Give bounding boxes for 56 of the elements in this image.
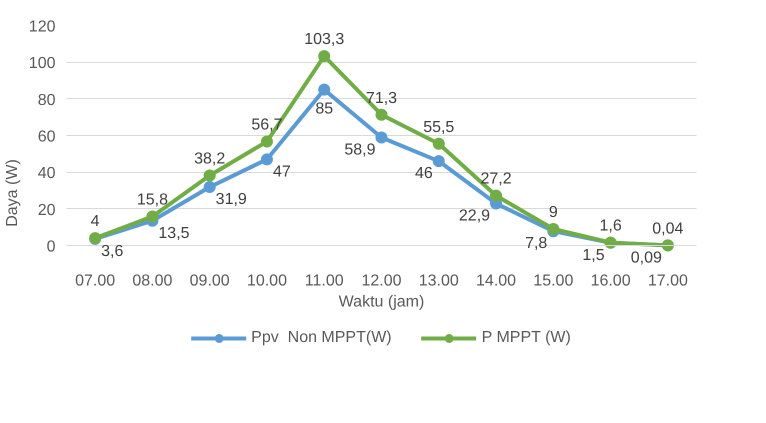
x-tick-label: 13.00	[418, 272, 459, 290]
y-tick-label: 100	[28, 55, 56, 72]
x-tick-label: 09.00	[190, 272, 230, 290]
data-label: 55,5	[423, 118, 454, 136]
data-label: 46	[414, 165, 433, 182]
y-tick-label: 0	[46, 238, 56, 256]
point	[318, 50, 330, 62]
data-label: 0,09	[630, 249, 662, 266]
data-label: 27,2	[480, 170, 512, 188]
x-tick-label: 07.00	[75, 272, 116, 290]
point	[260, 136, 273, 148]
x-tick-label: 10.00	[246, 272, 288, 290]
point	[318, 84, 330, 96]
data-label: 22,9	[458, 208, 490, 225]
point	[204, 181, 216, 194]
point	[432, 138, 445, 150]
y-tick-label: 120	[28, 18, 56, 36]
data-label: 58,9	[344, 142, 376, 159]
x-tick-label: 15.00	[533, 272, 574, 290]
point	[547, 223, 560, 235]
x-tick-label: 11.00	[304, 272, 344, 290]
point	[432, 155, 445, 168]
data-label: 3,6	[101, 242, 124, 260]
data-label: 31,9	[216, 191, 247, 208]
y-tick-label: 40	[38, 165, 56, 182]
x-tick-label: 14.00	[476, 272, 516, 290]
data-label: 13,5	[158, 224, 190, 242]
x-axis-title: Waktu (jam)	[338, 294, 424, 310]
x-tick-label: 17.00	[648, 272, 688, 290]
y-tick-label: 60	[38, 128, 56, 146]
data-label: 1,6	[599, 218, 622, 235]
point	[490, 190, 502, 202]
data-label: 38,2	[194, 150, 226, 168]
x-tick-label: 16.00	[590, 272, 631, 290]
data-label: 7,8	[525, 235, 548, 252]
legend-label: Ppv Non MPPT(W)	[251, 329, 392, 347]
data-label: 103,3	[304, 31, 344, 48]
x-tick-label: 12.00	[361, 272, 402, 290]
y-axis-title: Daya (W)	[4, 159, 21, 227]
y-tick-label: 80	[38, 92, 56, 109]
data-label: 1,5	[582, 246, 605, 264]
x-tick-label: 08.00	[132, 272, 173, 290]
data-label: 47	[272, 163, 291, 180]
data-label: 85	[315, 100, 334, 118]
data-label: 71,3	[366, 90, 398, 107]
point	[260, 153, 273, 166]
point	[376, 132, 388, 144]
y-tick-label: 20	[38, 202, 56, 219]
data-label: 15,8	[136, 192, 168, 209]
point	[146, 210, 158, 223]
legend-label: P MPPT (W)	[482, 329, 571, 347]
point	[204, 169, 216, 182]
data-label: 9	[548, 204, 558, 221]
point	[376, 108, 388, 121]
data-label: 4	[90, 213, 100, 230]
data-label: 0,04	[652, 220, 684, 238]
